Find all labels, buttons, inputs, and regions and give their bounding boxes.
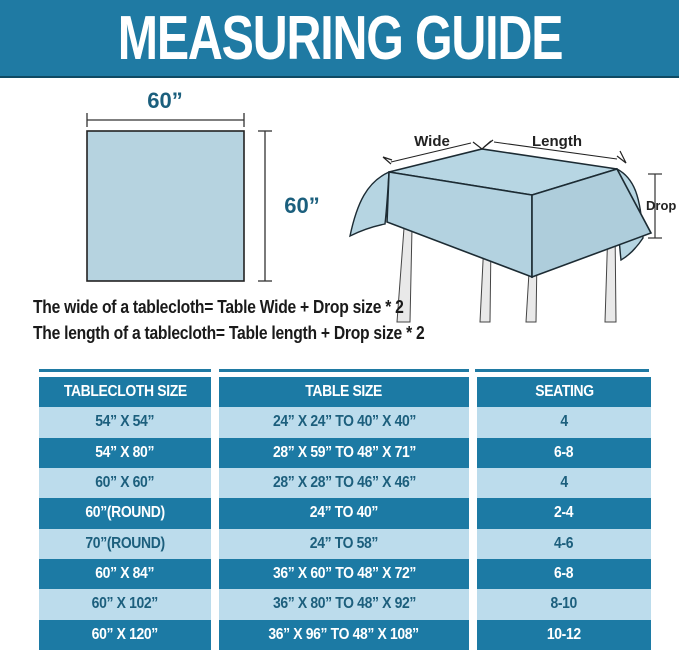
svg-text:Wide: Wide (414, 133, 450, 150)
svg-text:Length: Length (532, 133, 582, 150)
svg-text:60”: 60” (284, 193, 319, 218)
svg-text:60”: 60” (147, 88, 182, 113)
svg-text:Drop: Drop (646, 198, 676, 213)
